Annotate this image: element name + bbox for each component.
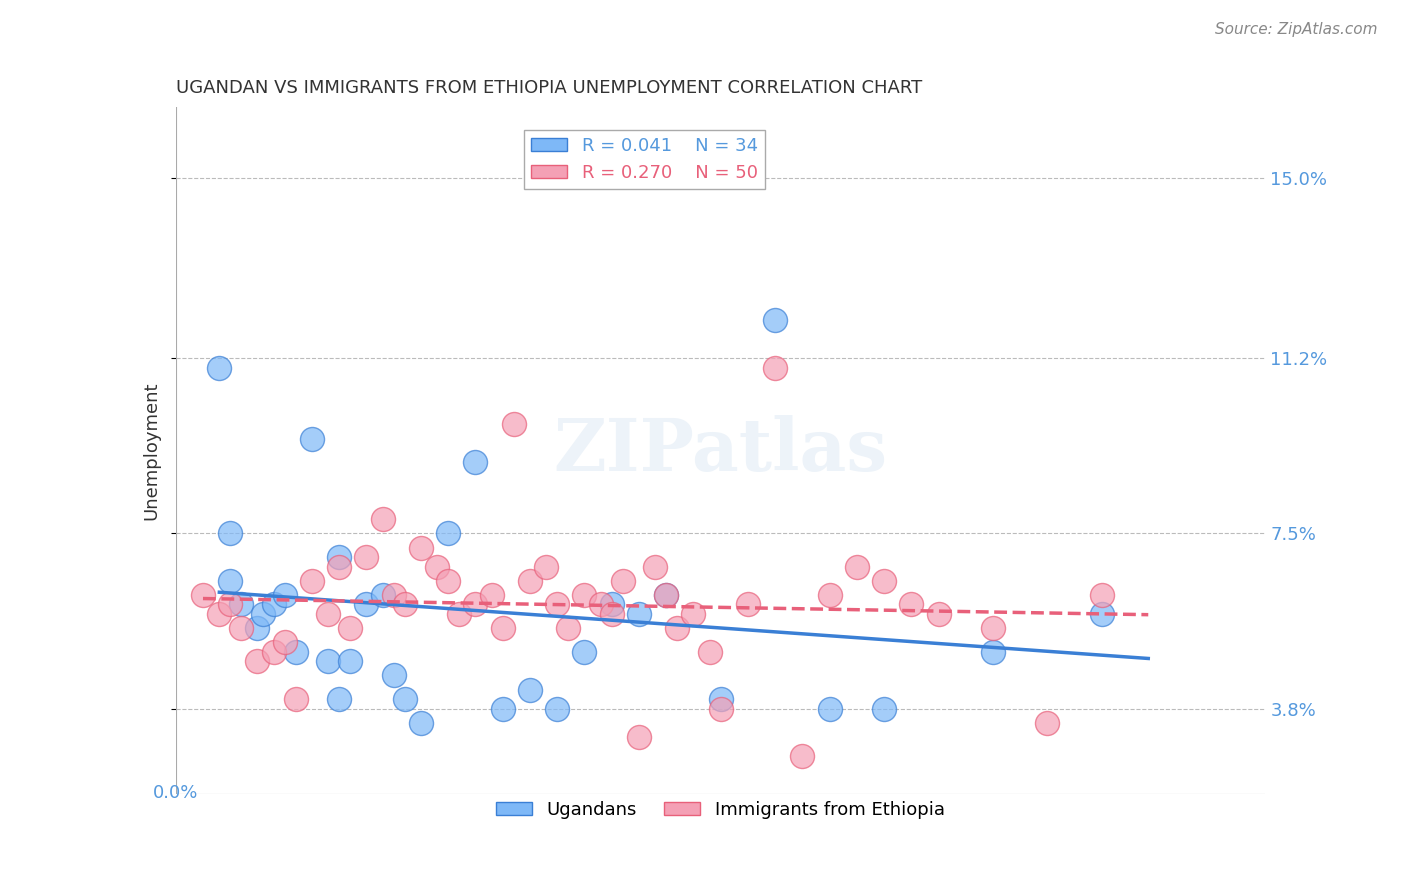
Point <box>219 526 242 541</box>
Point <box>589 598 612 612</box>
Point <box>231 621 253 635</box>
Point <box>339 621 361 635</box>
Point <box>426 559 449 574</box>
Point <box>409 715 432 730</box>
Point <box>409 541 432 555</box>
Point <box>682 607 704 621</box>
Point <box>284 645 307 659</box>
Point <box>792 749 814 764</box>
Point <box>981 645 1004 659</box>
Point <box>534 559 557 574</box>
Point <box>502 417 524 432</box>
Point <box>557 621 579 635</box>
Point <box>1091 588 1114 602</box>
Point <box>546 598 568 612</box>
Point <box>655 588 678 602</box>
Point <box>612 574 634 588</box>
Point <box>246 621 269 635</box>
Point <box>328 549 350 564</box>
Point <box>394 598 416 612</box>
Point <box>574 588 596 602</box>
Point <box>763 360 786 375</box>
Point <box>981 621 1004 635</box>
Point <box>655 588 678 602</box>
Point <box>737 598 759 612</box>
Point <box>818 588 841 602</box>
Point <box>710 701 733 715</box>
Point <box>1036 715 1059 730</box>
Point <box>600 607 623 621</box>
Point <box>371 588 394 602</box>
Point <box>481 588 503 602</box>
Point <box>1091 607 1114 621</box>
Point <box>845 559 868 574</box>
Point <box>666 621 689 635</box>
Point <box>208 360 231 375</box>
Point <box>519 682 541 697</box>
Point <box>600 598 623 612</box>
Y-axis label: Unemployment: Unemployment <box>142 381 160 520</box>
Point <box>437 526 460 541</box>
Point <box>900 598 922 612</box>
Point <box>274 635 297 649</box>
Point <box>447 607 470 621</box>
Text: Source: ZipAtlas.com: Source: ZipAtlas.com <box>1215 22 1378 37</box>
Point <box>371 512 394 526</box>
Point <box>339 654 361 668</box>
Point <box>356 549 378 564</box>
Point <box>382 668 405 682</box>
Point <box>263 598 285 612</box>
Point <box>519 574 541 588</box>
Point <box>763 313 786 327</box>
Point <box>394 692 416 706</box>
Point <box>356 598 378 612</box>
Point <box>301 574 323 588</box>
Point <box>219 574 242 588</box>
Text: 0.0%: 0.0% <box>153 783 198 802</box>
Point <box>318 607 340 621</box>
Point <box>219 598 242 612</box>
Point <box>246 654 269 668</box>
Point <box>710 692 733 706</box>
Point <box>301 432 323 446</box>
Point <box>208 607 231 621</box>
Point <box>464 455 486 469</box>
Point <box>492 621 515 635</box>
Point <box>492 701 515 715</box>
Point <box>699 645 721 659</box>
Point <box>252 607 274 621</box>
Point <box>382 588 405 602</box>
Point <box>546 701 568 715</box>
Point <box>318 654 340 668</box>
Point <box>627 730 650 744</box>
Point <box>231 598 253 612</box>
Text: UGANDAN VS IMMIGRANTS FROM ETHIOPIA UNEMPLOYMENT CORRELATION CHART: UGANDAN VS IMMIGRANTS FROM ETHIOPIA UNEM… <box>176 79 922 97</box>
Point <box>284 692 307 706</box>
Point <box>464 598 486 612</box>
Point <box>873 574 896 588</box>
Legend: Ugandans, Immigrants from Ethiopia: Ugandans, Immigrants from Ethiopia <box>489 794 952 826</box>
Point <box>644 559 666 574</box>
Point <box>263 645 285 659</box>
Point <box>574 645 596 659</box>
Point <box>191 588 214 602</box>
Point <box>274 588 297 602</box>
Point <box>627 607 650 621</box>
Point <box>873 701 896 715</box>
Point <box>818 701 841 715</box>
Text: ZIPatlas: ZIPatlas <box>554 415 887 486</box>
Point <box>437 574 460 588</box>
Point <box>328 559 350 574</box>
Point <box>328 692 350 706</box>
Point <box>928 607 950 621</box>
